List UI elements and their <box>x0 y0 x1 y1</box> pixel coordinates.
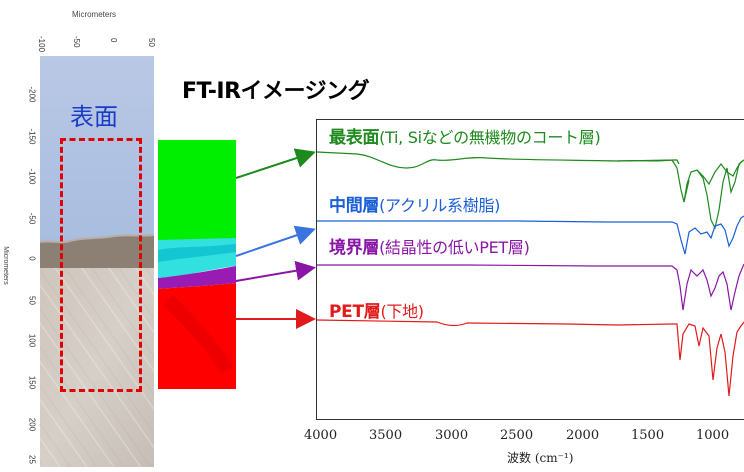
micrograph-top-axis-label: Micrometers <box>72 10 117 19</box>
layer-detail: (結晶性の低いPET層) <box>379 238 530 257</box>
surface-label: 表面 <box>70 103 118 131</box>
x-tick: 2500 <box>500 428 534 443</box>
layer-label-boundary: 境界層(結晶性の低いPET層) <box>329 233 530 258</box>
x-tick: 3000 <box>435 428 469 443</box>
layer-label-top-surface: 最表面(Ti, Siなどの無機物のコート層) <box>329 123 601 148</box>
page-title: FT-IRイメージング <box>182 79 370 104</box>
x-tick: 1500 <box>631 428 665 443</box>
spectrum-boundary-layer <box>317 263 744 311</box>
spectrum-pet-layer <box>317 319 744 397</box>
layer-detail: (下地) <box>380 302 424 321</box>
x-tick: 2000 <box>566 428 600 443</box>
x-tick: 4000 <box>304 428 338 443</box>
arrow-top-layer <box>235 148 316 179</box>
x-axis-label: 波数 (cm⁻¹) <box>507 451 574 465</box>
surface-region-box <box>60 138 142 392</box>
spectra-frame <box>316 119 744 420</box>
layer-name: 中間層 <box>329 196 380 216</box>
micrograph-image <box>40 56 154 467</box>
spectrum-top-surface <box>317 151 744 203</box>
spectrum-mid-layer <box>317 215 744 255</box>
layer-label-pet: PET層(下地) <box>329 297 424 322</box>
arrow-mid-layer <box>235 225 316 257</box>
layer-detail: (Ti, Siなどの無機物のコート層) <box>379 128 601 147</box>
layer-name: PET層 <box>329 302 381 322</box>
layer-label-mid: 中間層(アクリル系樹脂) <box>329 191 500 216</box>
spectra-traces <box>317 151 744 397</box>
layer-detail: (アクリル系樹脂) <box>379 196 501 215</box>
arrow-boundary-layer <box>235 260 316 282</box>
ftir-image-map <box>158 140 236 389</box>
layer-name: 境界層 <box>329 238 380 258</box>
x-tick: 1000 <box>696 428 730 443</box>
x-tick: 3500 <box>369 428 403 443</box>
layer-name: 最表面 <box>329 128 380 148</box>
